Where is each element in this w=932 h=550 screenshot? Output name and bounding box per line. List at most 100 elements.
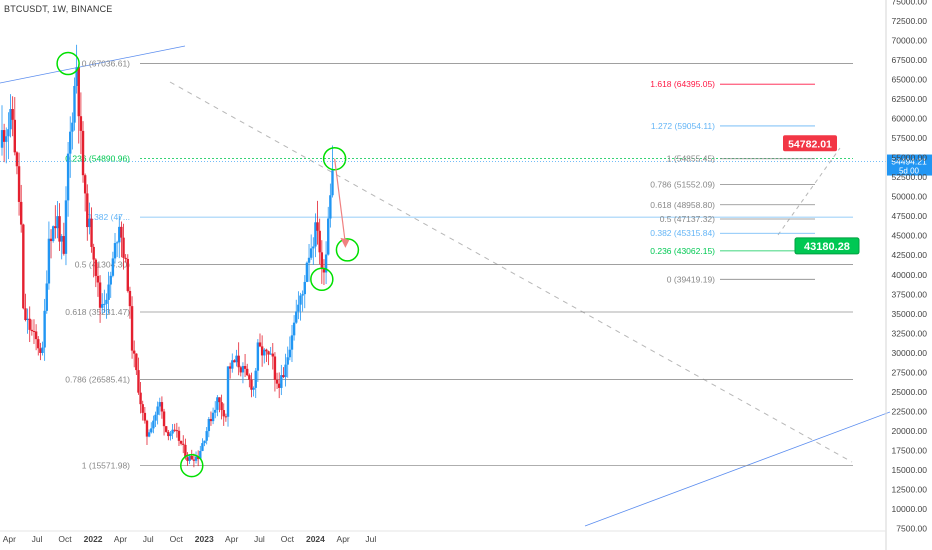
candle-body: [73, 85, 76, 123]
candle-body: [284, 364, 287, 378]
dashed-projection-line: [777, 147, 841, 236]
candle-body: [88, 218, 91, 228]
candle-body: [115, 242, 119, 244]
candle-body: [69, 131, 72, 154]
fib-ext-label: 0.618 (48958.80): [650, 200, 715, 210]
y-tick-label: 40000.00: [892, 270, 928, 280]
fib-ext-label: 0.5 (47137.32): [660, 214, 715, 224]
candle-body: [305, 262, 309, 282]
y-tick-label: 25000.00: [892, 387, 928, 397]
candle-body: [71, 122, 74, 132]
candle-body: [113, 243, 117, 259]
candle-body: [327, 218, 330, 255]
candle-body: [122, 237, 125, 258]
highlight-circle: [322, 146, 347, 171]
candle-body: [263, 349, 266, 356]
candle-body: [237, 355, 240, 368]
candle-body: [241, 366, 245, 373]
candle-body: [329, 195, 332, 219]
candle-body: [192, 459, 196, 461]
candle-body: [190, 455, 193, 460]
y-tick-label: 32500.00: [892, 328, 928, 338]
candle-body: [66, 153, 70, 201]
candle-body: [312, 246, 315, 249]
candle-body: [98, 282, 102, 308]
candle-body: [211, 412, 215, 422]
candle-body: [139, 392, 142, 405]
candle-body: [103, 303, 106, 305]
candle-body: [7, 129, 10, 137]
fib-ext-label: 0.236 (43062.15): [650, 246, 715, 256]
y-tick-label: 17500.00: [892, 446, 928, 456]
candle-body: [2, 130, 6, 142]
candle-body: [243, 366, 247, 369]
candle-body: [290, 335, 294, 350]
candle-body: [246, 368, 249, 376]
candle-body: [295, 311, 298, 323]
candle-body: [188, 455, 191, 461]
candle-body: [265, 349, 268, 352]
x-tick-label: Oct: [170, 534, 184, 544]
candle-body: [184, 444, 187, 458]
fib-level-label: 0.618 (35231.47): [65, 307, 130, 317]
y-tick-label: 35000.00: [892, 309, 928, 319]
x-tick-label: Apr: [225, 534, 238, 544]
y-tick-label: 65000.00: [892, 74, 928, 84]
x-tick-label: Jul: [365, 534, 376, 544]
projection-arrowhead: [340, 237, 350, 248]
projection-arrow: [334, 158, 347, 244]
candle-body: [141, 404, 144, 413]
y-tick-label: 62500.00: [892, 94, 928, 104]
candle-body: [120, 226, 123, 238]
candle-body: [54, 226, 57, 229]
target-low-label: 43180.28: [804, 241, 850, 253]
candle-body: [83, 175, 87, 194]
trendline-layer: [0, 45, 891, 527]
candle-body: [309, 248, 313, 258]
candle-body: [303, 281, 306, 295]
candle-body: [164, 426, 168, 432]
fib-level-label: 0.786 (26585.41): [65, 375, 130, 385]
candle-body: [22, 224, 25, 309]
candle-body: [286, 357, 289, 365]
candle-body: [77, 67, 80, 117]
candle-body: [156, 406, 159, 415]
candles-layer: [0, 44, 334, 468]
candle-body: [269, 353, 272, 355]
candle-body: [137, 370, 140, 393]
candle-body: [79, 116, 83, 131]
candle-body: [194, 456, 198, 461]
y-tick-label: 57500.00: [892, 133, 928, 143]
candle-body: [277, 383, 281, 388]
fib-level-label: 0 (67036.61): [82, 59, 130, 69]
candle-body: [30, 329, 34, 332]
x-tick-label: Apr: [337, 534, 350, 544]
current-price-label: 54494.21: [891, 157, 927, 167]
candle-body: [101, 304, 104, 308]
candle-body: [124, 257, 127, 259]
candle-body: [5, 136, 8, 142]
candle-body: [13, 119, 16, 153]
candle-body: [162, 411, 166, 427]
candle-body: [314, 222, 317, 247]
candle-body: [224, 416, 228, 418]
candle-body: [205, 431, 208, 441]
y-tick-label: 15000.00: [892, 465, 928, 475]
candle-body: [175, 430, 179, 432]
candle-body: [92, 246, 95, 260]
target-low-box: [794, 237, 860, 255]
candle-body: [171, 429, 174, 434]
y-tick-label: 30000.00: [892, 348, 928, 358]
fib-ext-label: 1.618 (64395.05): [650, 79, 715, 89]
y-tick-label: 60000.00: [892, 114, 928, 124]
candle-body: [218, 397, 221, 403]
candle-body: [24, 308, 27, 321]
candle-body: [49, 238, 53, 242]
candle-body: [145, 420, 149, 437]
candle-body: [282, 375, 285, 378]
candle-body: [252, 387, 255, 390]
fib-ext-label: 0.786 (51552.09): [650, 180, 715, 190]
candle-body: [154, 414, 157, 421]
candle-body: [158, 402, 161, 407]
